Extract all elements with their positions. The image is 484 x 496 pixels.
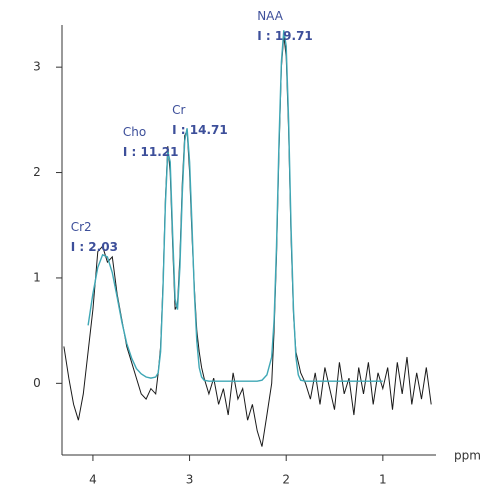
peak-integral: I : 19.71 [257, 29, 313, 43]
peak-integral: I : 14.71 [172, 123, 228, 137]
y-tick-label: 3 [33, 60, 41, 74]
y-tick-label: 2 [33, 165, 41, 179]
spectrum-line [63, 35, 432, 447]
peak-annotation: NAA I : 19.71 [257, 9, 313, 43]
peak-name: NAA [257, 9, 284, 23]
peak-name: Cho [123, 125, 146, 139]
y-tick-label: 0 [33, 376, 41, 390]
x-tick-label: 1 [379, 473, 387, 487]
peak-name: Cr2 [71, 220, 92, 234]
peak-annotation: Cr I : 14.71 [172, 103, 228, 137]
peak-annotation: Cho I : 11.21 [123, 125, 179, 159]
peak-integral: I : 11.21 [123, 145, 179, 159]
x-tick-label: 3 [186, 473, 194, 487]
y-tick-label: 1 [33, 270, 41, 284]
peak-annotation: Cr2 I : 2.03 [71, 220, 118, 254]
x-axis-label: ppm [454, 449, 481, 463]
x-tick-label: 4 [89, 473, 97, 487]
peak-name: Cr [172, 103, 185, 117]
x-tick-label: 2 [282, 473, 290, 487]
peak-integral: I : 2.03 [71, 240, 118, 254]
spectrum-line [87, 30, 383, 382]
